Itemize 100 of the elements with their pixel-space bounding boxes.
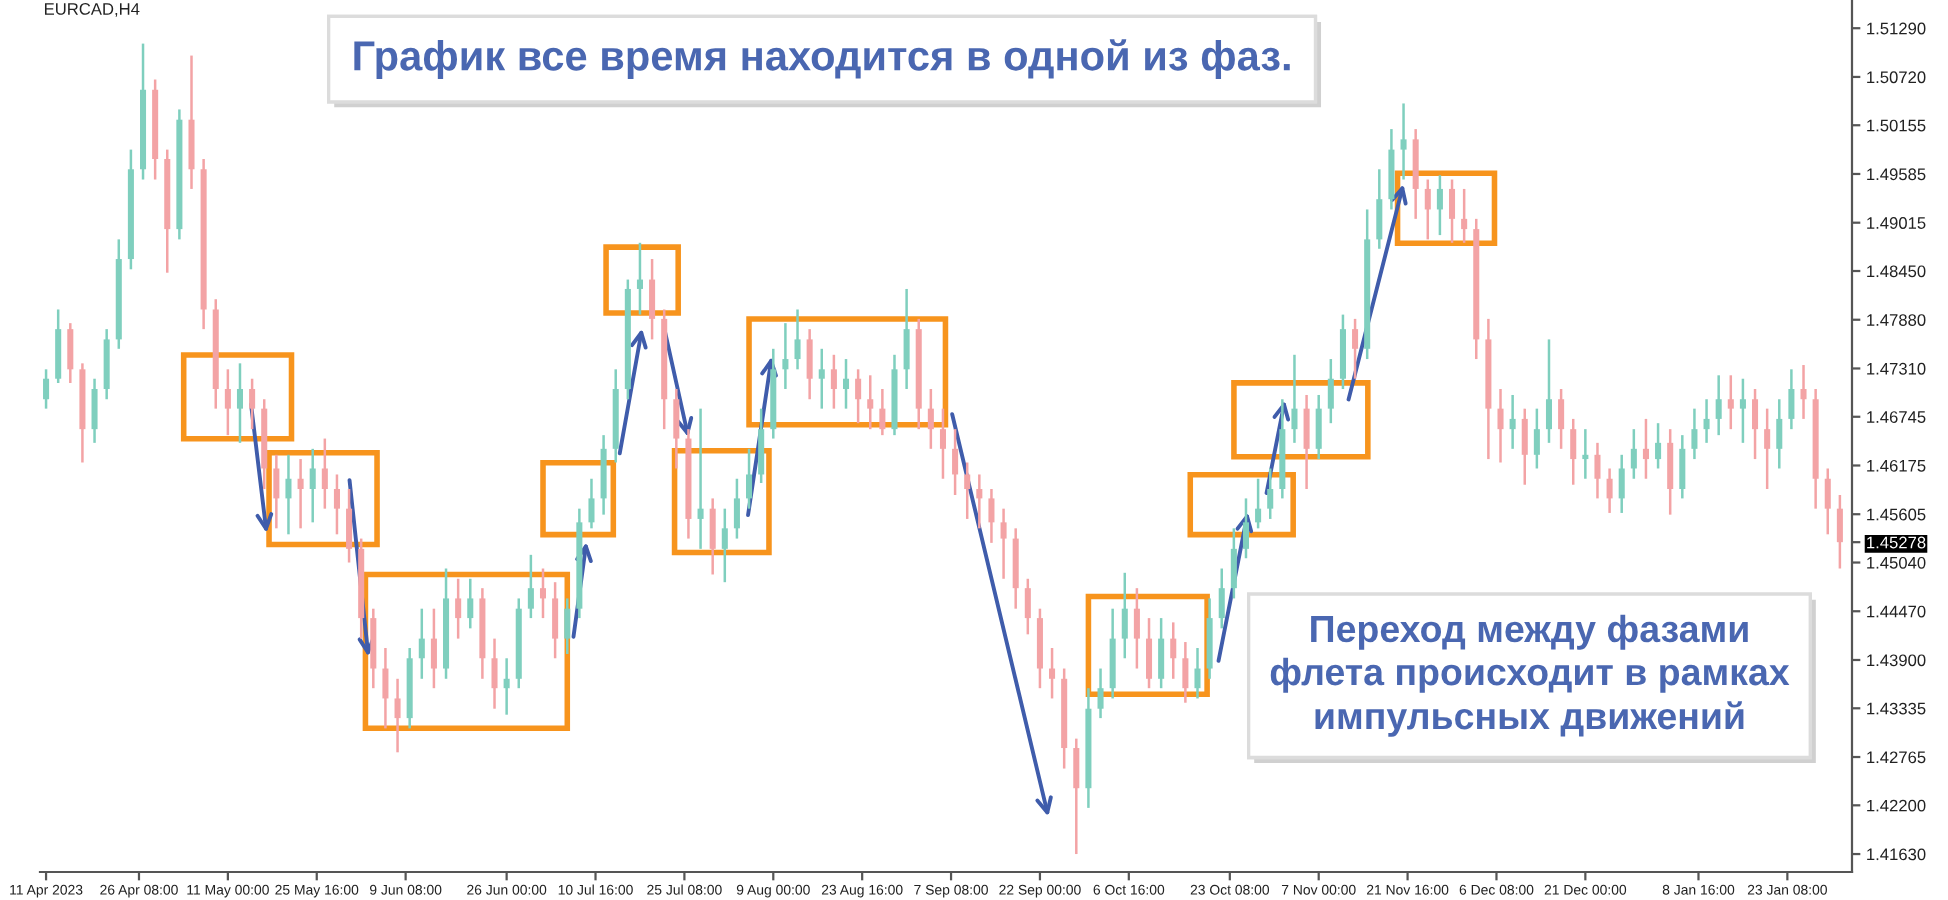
- candlestick: [758, 407, 765, 485]
- annotation: Переход между фазами флета происходит в рамках импульсных движений: [1270, 614, 1790, 737]
- candlestick: [1582, 427, 1589, 480]
- candlestick: [1218, 567, 1225, 630]
- candlestick: [1400, 102, 1407, 181]
- candlestick: [1424, 178, 1431, 241]
- candlestick: [1133, 586, 1140, 670]
- candlestick: [273, 453, 280, 530]
- y-tick-label: 1.45278: [1867, 536, 1926, 549]
- candlestick: [1194, 646, 1201, 700]
- candlestick: [1776, 397, 1783, 470]
- candlestick: [1182, 640, 1189, 704]
- y-tick-label: 1.47880: [1867, 314, 1926, 326]
- candlestick: [1449, 178, 1456, 245]
- y-tick-label: 1.43900: [1867, 654, 1926, 667]
- candlestick: [1606, 467, 1613, 515]
- candlestick: [1667, 427, 1674, 516]
- candlestick: [1824, 467, 1831, 536]
- candlestick: [91, 377, 98, 445]
- candlestick: [1352, 317, 1359, 380]
- candlestick: [903, 287, 910, 391]
- candlestick: [1618, 453, 1625, 515]
- candlestick: [552, 580, 559, 660]
- candlestick: [588, 477, 595, 530]
- candlestick: [855, 368, 862, 425]
- candlestick: [1049, 646, 1056, 700]
- candlestick: [976, 473, 983, 530]
- candlestick: [1073, 737, 1080, 856]
- candlestick: [1752, 387, 1759, 461]
- candlestick: [1533, 407, 1540, 470]
- candlestick: [697, 407, 704, 551]
- y-tick-label: 1.49585: [1867, 168, 1926, 181]
- candlestick: [1703, 397, 1710, 445]
- candlestick: [636, 241, 643, 316]
- candlestick: [382, 646, 389, 730]
- candlestick: [964, 461, 971, 521]
- candlestick: [527, 553, 534, 620]
- candlestick: [418, 607, 425, 681]
- candlestick: [249, 377, 256, 431]
- candlestick: [1436, 174, 1443, 237]
- candlestick: [309, 447, 316, 524]
- candlestick: [867, 374, 874, 431]
- candlestick: [842, 357, 850, 410]
- y-tick-label: 1.50155: [1867, 119, 1926, 132]
- y-tick-label: 1.41630: [1867, 848, 1926, 861]
- candlestick: [1145, 616, 1153, 690]
- y-tick-label: 1.47310: [1867, 362, 1926, 375]
- candlestick: [1545, 338, 1553, 445]
- candlestick: [879, 387, 886, 437]
- candlestick: [1509, 393, 1516, 451]
- candlestick: [236, 362, 244, 445]
- y-tick-label: 1.45605: [1867, 508, 1926, 521]
- candlestick: [1315, 393, 1322, 461]
- candlestick: [806, 327, 813, 401]
- annotation: График все время находится в одной из фаз.: [354, 39, 1290, 79]
- y-tick-label: 1.48450: [1867, 265, 1926, 278]
- candlestick: [1642, 417, 1649, 480]
- candlestick: [1570, 417, 1577, 486]
- candlestick: [673, 387, 680, 470]
- y-tick-label: 1.42200: [1867, 799, 1926, 812]
- candlestick: [346, 487, 353, 564]
- candlestick: [1558, 387, 1565, 451]
- candlestick: [333, 473, 340, 536]
- candlestick: [1497, 387, 1504, 464]
- candlestick: [1521, 407, 1528, 486]
- candlestick: [1788, 368, 1795, 431]
- candlestick: [939, 407, 946, 480]
- candlestick: [1836, 493, 1843, 570]
- candlestick: [952, 427, 959, 497]
- chart-title: EURCAD,H4: [44, 3, 140, 17]
- candlestick: [988, 487, 995, 545]
- candlestick: [1255, 477, 1262, 530]
- candlestick: [394, 677, 401, 754]
- candlestick: [927, 387, 934, 451]
- y-tick-label: 1.43335: [1867, 702, 1926, 715]
- candlestick: [67, 321, 74, 385]
- candlestick: [1097, 667, 1104, 720]
- candlestick: [1691, 407, 1698, 461]
- candlestick: [1739, 377, 1746, 445]
- candlestick: [1727, 374, 1734, 431]
- candlestick: [709, 497, 716, 576]
- candlestick: [1594, 441, 1601, 500]
- candlestick: [1291, 353, 1298, 445]
- candlestick: [321, 437, 328, 510]
- y-tick-label: 1.49015: [1867, 217, 1926, 229]
- candlestick: [539, 567, 547, 620]
- candlestick: [1121, 571, 1128, 660]
- candlestick: [1158, 616, 1165, 690]
- candlestick: [1376, 168, 1383, 251]
- candlestick: [818, 347, 825, 410]
- candlestick: [1024, 577, 1031, 636]
- candlestick: [1230, 527, 1237, 600]
- y-tick-label: 1.45040: [1867, 556, 1926, 569]
- candlestick: [1170, 621, 1177, 681]
- candlestick: [503, 657, 510, 716]
- y-tick-label: 1.42765: [1867, 751, 1926, 764]
- candlestick: [43, 368, 50, 410]
- candlestick: [794, 308, 801, 371]
- candlestick: [721, 507, 728, 584]
- candlestick: [224, 368, 231, 437]
